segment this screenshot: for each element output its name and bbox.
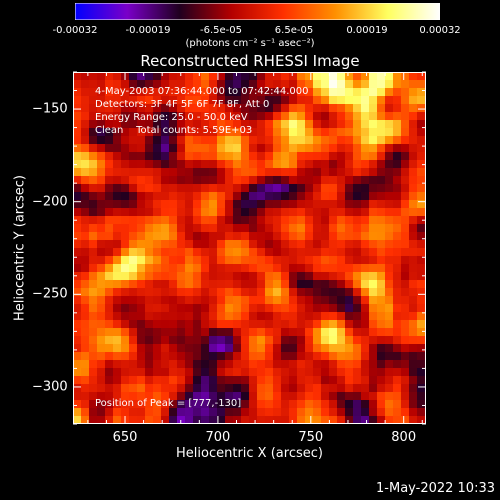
colorbar-tick-label: 0.00019	[346, 25, 388, 36]
y-axis-label: Heliocentric Y (arcsec)	[12, 175, 28, 321]
info-method-counts: Clean Total counts: 5.59E+03	[95, 125, 253, 136]
colorbar-tick-label: 6.5e-05	[274, 25, 314, 36]
colorbar-units-label: (photons cm⁻² s⁻¹ asec⁻²)	[185, 38, 315, 49]
peak-position-text: Position of Peak = [777,-130]	[95, 398, 242, 409]
info-detectors: Detectors: 3F 4F 5F 6F 7F 8F, Att 0	[95, 99, 270, 110]
y-axis-tick-label: −200	[32, 194, 68, 210]
colorbar-tick-label: -0.00019	[125, 25, 171, 36]
x-axis-tick-label: 750	[298, 430, 324, 445]
y-axis-tick-label: −150	[32, 101, 68, 117]
colorbar-tick-label: -0.00032	[52, 25, 98, 36]
plot-title: Reconstructed RHESSI Image	[140, 52, 360, 70]
y-axis-tick-label: −250	[32, 286, 68, 302]
x-axis-tick-label: 700	[205, 430, 231, 445]
x-axis-label: Heliocentric X (arcsec)	[176, 446, 323, 461]
info-energy-range: Energy Range: 25.0 - 50.0 keV	[95, 112, 248, 123]
timestamp: 1-May-2022 10:33	[376, 481, 495, 496]
colorbar	[75, 3, 440, 20]
info-time-range: 4-May-2003 07:36:44.000 to 07:42:44.000	[95, 86, 309, 97]
image-frame: 4-May-2003 07:36:44.000 to 07:42:44.000 …	[73, 71, 426, 425]
colorbar-tick-label: -6.5e-05	[200, 25, 242, 36]
colorbar-tick-label: 0.00032	[419, 25, 461, 36]
y-axis-tick-label: −300	[32, 379, 68, 395]
x-axis-tick-label: 650	[112, 430, 138, 445]
x-axis-tick-label: 800	[391, 430, 417, 445]
